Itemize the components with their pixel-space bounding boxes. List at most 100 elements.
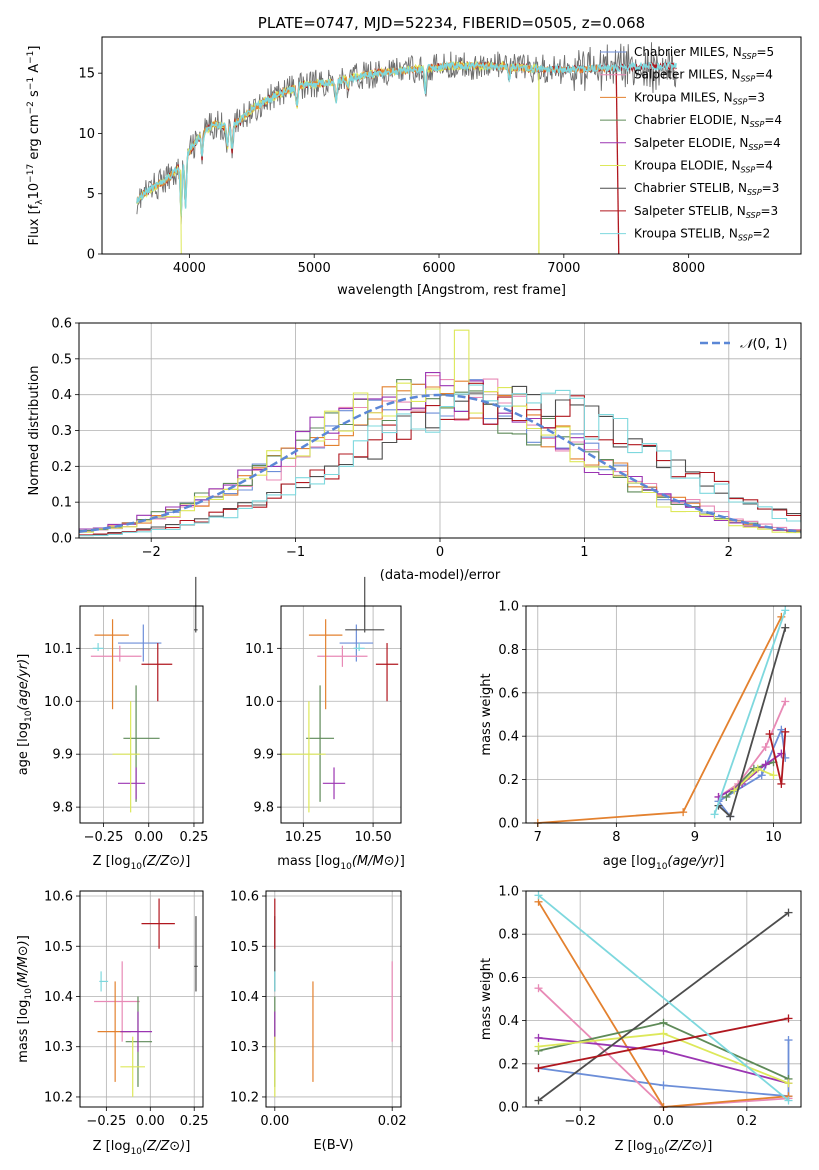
y-tick-label: 0.2 xyxy=(51,460,72,475)
label-sub: 10 xyxy=(131,1147,143,1157)
weight-series-s_stelib xyxy=(534,1014,793,1073)
y-tick-label: 0.1 xyxy=(51,496,72,511)
y-tick-label: 10.0 xyxy=(44,695,73,710)
label-part: (Z/Z⊙) xyxy=(664,1139,707,1154)
y-tick-label: 10.2 xyxy=(230,1090,259,1105)
plot-area xyxy=(281,576,399,813)
y-tick-label: 10.3 xyxy=(44,1040,73,1055)
axes: 0.00 0.02 10.2 10.3 10.4 10.5 10.6 E(B-V) xyxy=(230,890,407,1153)
legend-sub: SSP xyxy=(741,75,756,84)
y-tick-label: 10.0 xyxy=(245,695,274,710)
legend-text: Kroupa MILES, N xyxy=(634,90,733,104)
y-tick-label: 0.0 xyxy=(498,817,519,832)
label-part: Z [log xyxy=(615,1139,653,1154)
errorbar-k_elodie xyxy=(112,701,140,813)
x-tick-label: 6000 xyxy=(422,261,455,276)
label-part: (Z/Z⊙) xyxy=(142,854,185,869)
plot-area xyxy=(136,42,677,255)
label-part: A xyxy=(27,64,42,77)
weight-line xyxy=(538,1040,790,1098)
y-tick-label: 10 xyxy=(78,127,95,142)
legend-sub: SSP xyxy=(742,52,757,61)
y-tick-label: 15 xyxy=(78,67,95,82)
x-tick-label: 9 xyxy=(691,830,699,845)
histogram-s_stelib xyxy=(79,382,801,537)
x-tick-label: 8 xyxy=(612,830,620,845)
grid-lines xyxy=(281,606,401,823)
label-part: ] xyxy=(16,935,31,940)
y-tick-label: 0.0 xyxy=(51,532,72,547)
x-tick-label: 0.2 xyxy=(736,1114,757,1129)
y-tick-label: 0 xyxy=(87,248,95,263)
errorbar-k_elodie xyxy=(120,1036,146,1097)
y-tick-label: 0.5 xyxy=(51,352,72,367)
legend-text: =3 xyxy=(747,90,765,104)
legend-text: =3 xyxy=(760,204,778,218)
label-sub: 10 xyxy=(131,862,143,872)
x-tick-label: −0.25 xyxy=(86,1114,126,1129)
y-tick-label: 10.2 xyxy=(44,1090,73,1105)
legend-text: Salpeter ELODIE, N xyxy=(634,136,748,150)
x-tick-label: 0.0 xyxy=(653,1114,674,1129)
weight-series-s_miles xyxy=(714,697,790,801)
y-axis-label: Flux [fλ10−17 erg cm−2 s−1 A−1] xyxy=(26,46,45,246)
spectrum-line-c_stelib xyxy=(136,42,677,225)
grid-lines xyxy=(80,606,203,823)
axes-frame xyxy=(79,890,204,1108)
legend-entry: Kroupa STELIB, NSSP=2 xyxy=(634,227,770,243)
errorbar-k_elodie xyxy=(281,701,326,813)
label-part: mass [log xyxy=(277,854,340,869)
legend-entry: Salpeter ELODIE, NSSP=4 xyxy=(634,136,781,152)
label-sub: 10 xyxy=(24,988,34,1000)
legend-text: =4 xyxy=(763,136,781,150)
legend-text: =5 xyxy=(756,45,774,59)
weight-series-c_stelib xyxy=(714,623,790,821)
x-tick-label: 0.25 xyxy=(179,830,208,845)
y-tick-label: 0.8 xyxy=(498,928,519,943)
spectrum-panel: 4000 5000 6000 7000 8000 0 5 10 15 PLATE=0747, MJ… xyxy=(26,14,802,298)
x-tick-label: −2 xyxy=(142,545,161,560)
y-tick-label: 10.4 xyxy=(230,990,259,1005)
grid-lines xyxy=(266,891,401,1107)
x-tick-label: 7000 xyxy=(547,261,580,276)
y-tick-label: 1.0 xyxy=(498,600,519,615)
weight-line xyxy=(537,911,790,1102)
errorbar-c_stelib xyxy=(193,576,198,633)
label-part: Z [log xyxy=(93,1139,131,1154)
label-sub: 10 xyxy=(340,862,352,872)
y-tick-label: 0.4 xyxy=(498,1014,519,1029)
legend-text: Chabrier MILES, N xyxy=(634,45,742,59)
errorbar-c_miles xyxy=(117,624,162,662)
legend-sub: SSP xyxy=(747,188,762,197)
y-tick-label: 0.4 xyxy=(51,388,72,403)
y-tick-label: 9.8 xyxy=(52,801,73,816)
x-tick-label: 7 xyxy=(534,830,542,845)
x-tick-label: 10 xyxy=(765,830,782,845)
weight-line xyxy=(537,616,783,824)
y-tick-label: 10.3 xyxy=(230,1040,259,1055)
legend-sub: SSP xyxy=(741,166,756,175)
axes-frame xyxy=(525,605,802,824)
legend-text: Kroupa STELIB, N xyxy=(634,227,738,241)
x-tick-label: 10.50 xyxy=(354,830,391,845)
y-tick-label: 10.6 xyxy=(230,890,259,905)
x-tick-label: 10.25 xyxy=(285,830,322,845)
y-tick-label: 9.9 xyxy=(253,748,274,763)
label-part: age [log xyxy=(603,854,656,869)
grid-lines xyxy=(80,891,203,1107)
weight-series-s_stelib xyxy=(765,727,790,788)
plot-area xyxy=(94,898,198,1097)
weight-series-k_elodie xyxy=(730,764,778,795)
legend-text: =4 xyxy=(764,113,782,127)
label-part: −1 xyxy=(26,77,36,90)
x-tick-label: −0.25 xyxy=(84,830,124,845)
axes-frame xyxy=(79,605,204,824)
legend-text: Salpeter MILES, N xyxy=(634,68,741,82)
axes: 7 8 9 10 0.0 0.2 0.4 0.6 0.8 1.0 mass weight age [l… xyxy=(479,600,802,872)
label-part: ] xyxy=(400,854,405,869)
y-tick-label: 0.2 xyxy=(498,773,519,788)
label-part: mass [log xyxy=(16,1000,31,1063)
